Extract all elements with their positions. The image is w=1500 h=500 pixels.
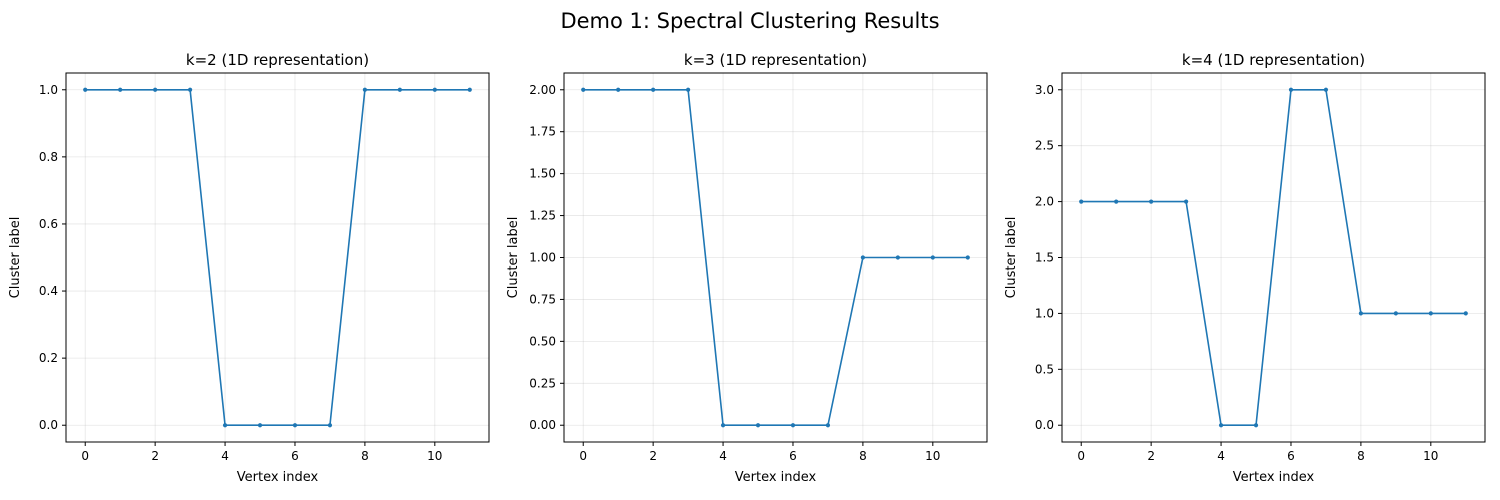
- y-tick-label: 0.25: [529, 376, 556, 390]
- data-point: [188, 87, 193, 92]
- data-point: [1149, 199, 1154, 204]
- x-axis-label: Vertex index: [237, 470, 319, 485]
- x-tick-label: 0: [81, 449, 89, 463]
- data-point: [755, 423, 761, 428]
- x-tick-label: 8: [361, 449, 369, 463]
- y-tick-label: 1.75: [529, 125, 556, 139]
- subplot-title: k=2 (1D representation): [186, 51, 369, 69]
- series-line: [1081, 88, 1466, 427]
- y-tick-label: 0.4: [39, 284, 58, 298]
- x-tick-label: 4: [719, 449, 727, 463]
- data-point: [1288, 87, 1294, 92]
- subplot-2: 0 2 4 6 8 10 0.00 0.25 0.50 0.75 1.00 1.25 1.50 1.75 2…: [506, 51, 988, 485]
- data-point: [720, 423, 726, 428]
- subplot-1: 0 2 4 6 8 10 0.0 0.2 0.4 0.6 0.8 1.0 k=2 (1D represe…: [8, 51, 490, 485]
- data-point: [257, 423, 263, 428]
- data-point: [153, 87, 158, 92]
- y-tick-label: 0.50: [529, 334, 556, 348]
- subplots: 0 2 4 6 8 10 0.0 0.2 0.4 0.6 0.8 1.0 k=2 (1D represe…: [8, 51, 1486, 485]
- data-point: [222, 423, 228, 428]
- data-point: [1428, 311, 1433, 316]
- x-tick-label: 2: [649, 449, 657, 463]
- data-point: [581, 87, 586, 92]
- x-tick-label: 10: [427, 449, 442, 463]
- y-tick-label: 1.00: [529, 251, 556, 265]
- y-tick-label: 2.5: [1035, 139, 1054, 153]
- x-tick-label: 10: [1423, 449, 1438, 463]
- data-point: [825, 423, 831, 428]
- data-point: [327, 423, 333, 428]
- data-point: [292, 423, 298, 428]
- data-point: [790, 423, 796, 428]
- data-point: [1079, 199, 1084, 204]
- x-tick-label: 6: [1287, 449, 1295, 463]
- x-tick-label: 4: [221, 449, 229, 463]
- y-tick-label: 0.75: [529, 292, 556, 306]
- data-point: [83, 87, 88, 92]
- subplot-title: k=4 (1D representation): [1182, 51, 1365, 69]
- axes-frame: [65, 72, 490, 443]
- data-point: [860, 255, 865, 260]
- data-point: [1114, 199, 1119, 204]
- y-axis-label: Cluster label: [1004, 217, 1019, 299]
- y-tick-label: 1.50: [529, 167, 556, 181]
- data-point: [965, 255, 970, 260]
- y-axis-label: Cluster label: [8, 217, 23, 299]
- x-tick-label: 4: [1217, 449, 1225, 463]
- x-tick-label: 0: [1077, 449, 1085, 463]
- x-tick-label: 0: [579, 449, 587, 463]
- y-axis-label: Cluster label: [506, 217, 521, 299]
- x-tick-label: 8: [1357, 449, 1365, 463]
- x-tick-label: 10: [925, 449, 940, 463]
- x-tick-label: 2: [1147, 449, 1155, 463]
- y-tick-label: 0.0: [1035, 418, 1054, 432]
- data-point: [467, 87, 472, 92]
- y-tick-label: 0.2: [39, 351, 58, 365]
- x-tick-label: 6: [291, 449, 299, 463]
- data-point: [930, 255, 935, 260]
- data-point: [1323, 87, 1329, 92]
- y-tick-label: 0.6: [39, 217, 58, 231]
- x-tick-label: 8: [859, 449, 867, 463]
- subplot-title: k=3 (1D representation): [684, 51, 867, 69]
- data-point: [895, 255, 900, 260]
- series-line: [85, 88, 470, 427]
- y-tick-label: 3.0: [1035, 83, 1054, 97]
- y-tick-label: 2.00: [529, 83, 556, 97]
- subplot-3: 0 2 4 6 8 10 0.0 0.5 1.0 1.5 2.0 2.5 3.0 k=4 (1D repr…: [1004, 51, 1486, 485]
- data-point: [118, 87, 123, 92]
- data-point: [432, 87, 437, 92]
- y-tick-label: 1.0: [1035, 306, 1054, 320]
- y-tick-label: 0.00: [529, 418, 556, 432]
- data-point: [1393, 311, 1398, 316]
- data-point: [1253, 423, 1259, 428]
- data-point: [686, 87, 691, 92]
- y-tick-label: 0.0: [39, 418, 58, 432]
- data-point: [616, 87, 621, 92]
- x-axis-label: Vertex index: [735, 470, 817, 485]
- y-tick-label: 1.5: [1035, 251, 1054, 265]
- series-line: [583, 88, 968, 427]
- y-tick-label: 1.25: [529, 209, 556, 223]
- data-point: [1218, 423, 1224, 428]
- x-tick-label: 6: [789, 449, 797, 463]
- x-tick-label: 2: [151, 449, 159, 463]
- figure-suptitle: Demo 1: Spectral Clustering Results: [560, 9, 939, 33]
- data-point: [1358, 311, 1363, 316]
- data-point: [1463, 311, 1468, 316]
- y-tick-label: 0.8: [39, 150, 58, 164]
- y-tick-label: 0.5: [1035, 362, 1054, 376]
- data-point: [362, 87, 367, 92]
- data-point: [397, 87, 402, 92]
- y-tick-label: 2.0: [1035, 195, 1054, 209]
- data-point: [651, 87, 656, 92]
- data-point: [1184, 199, 1189, 204]
- y-tick-label: 1.0: [39, 83, 58, 97]
- x-axis-label: Vertex index: [1233, 470, 1315, 485]
